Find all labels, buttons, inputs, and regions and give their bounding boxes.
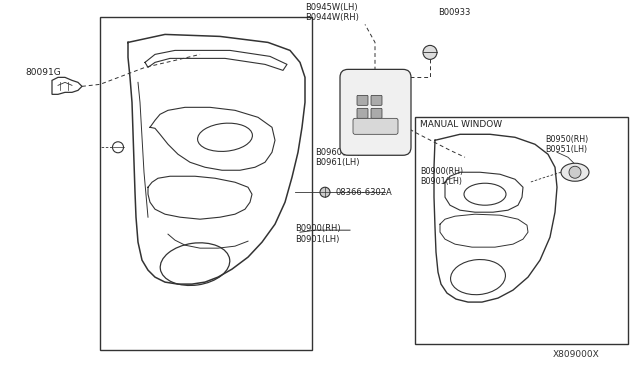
Ellipse shape [561, 163, 589, 181]
Text: B0900(RH)
B0901(LH): B0900(RH) B0901(LH) [420, 167, 463, 186]
FancyBboxPatch shape [340, 69, 411, 155]
FancyBboxPatch shape [357, 95, 368, 105]
Text: B0960(RH)
B0961(LH): B0960(RH) B0961(LH) [315, 148, 361, 167]
FancyBboxPatch shape [371, 108, 382, 118]
FancyBboxPatch shape [357, 108, 368, 118]
Text: B0945W(LH)
B0944W(RH): B0945W(LH) B0944W(RH) [305, 3, 359, 22]
Circle shape [423, 45, 437, 60]
Circle shape [569, 166, 581, 178]
Text: B00933: B00933 [438, 8, 470, 17]
Text: MANUAL WINDOW: MANUAL WINDOW [420, 120, 502, 129]
Text: X809000X: X809000X [553, 350, 600, 359]
Text: 80091G: 80091G [25, 68, 61, 77]
Text: 08366-6302A: 08366-6302A [335, 188, 392, 197]
FancyBboxPatch shape [353, 118, 398, 134]
Text: B0950(RH)
B0951(LH): B0950(RH) B0951(LH) [545, 135, 588, 154]
FancyBboxPatch shape [371, 95, 382, 105]
Text: B0900(RH)
B0901(LH): B0900(RH) B0901(LH) [295, 224, 340, 244]
Circle shape [320, 187, 330, 197]
